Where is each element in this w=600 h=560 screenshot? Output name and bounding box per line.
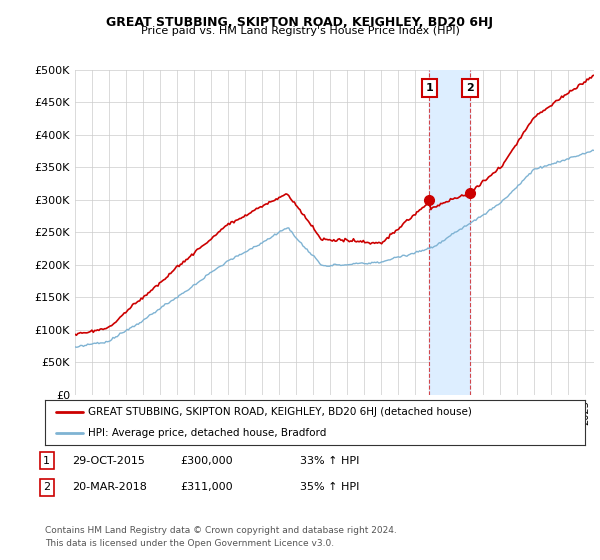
Text: £311,000: £311,000: [180, 482, 233, 492]
Text: Price paid vs. HM Land Registry's House Price Index (HPI): Price paid vs. HM Land Registry's House …: [140, 26, 460, 36]
Text: HPI: Average price, detached house, Bradford: HPI: Average price, detached house, Brad…: [88, 428, 326, 438]
Text: 35% ↑ HPI: 35% ↑ HPI: [300, 482, 359, 492]
Text: 33% ↑ HPI: 33% ↑ HPI: [300, 456, 359, 466]
Text: GREAT STUBBING, SKIPTON ROAD, KEIGHLEY, BD20 6HJ (detached house): GREAT STUBBING, SKIPTON ROAD, KEIGHLEY, …: [88, 408, 472, 418]
Text: Contains HM Land Registry data © Crown copyright and database right 2024.
This d: Contains HM Land Registry data © Crown c…: [45, 526, 397, 548]
Text: 20-MAR-2018: 20-MAR-2018: [72, 482, 147, 492]
Text: 2: 2: [43, 482, 50, 492]
Text: GREAT STUBBING, SKIPTON ROAD, KEIGHLEY, BD20 6HJ: GREAT STUBBING, SKIPTON ROAD, KEIGHLEY, …: [107, 16, 493, 29]
Bar: [430, 70, 470, 395]
Text: 2: 2: [466, 83, 474, 93]
Text: 29-OCT-2015: 29-OCT-2015: [72, 456, 145, 466]
Text: 1: 1: [43, 456, 50, 466]
Text: 1: 1: [425, 83, 433, 93]
Text: £300,000: £300,000: [180, 456, 233, 466]
